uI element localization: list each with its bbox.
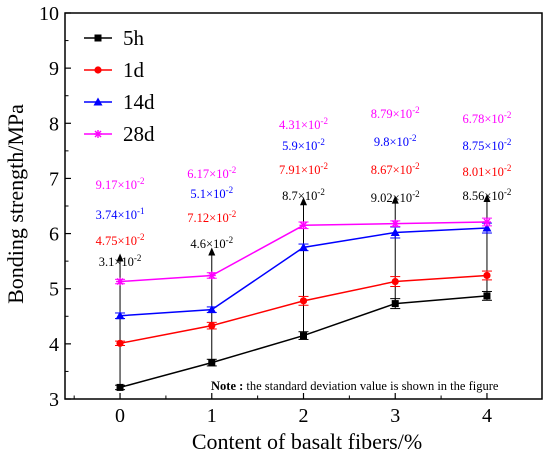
legend-marker-14d (93, 97, 103, 106)
std-dev-label: 5.1×10-2 (190, 185, 233, 201)
data-point-14d (115, 311, 125, 320)
data-point-5h (116, 383, 124, 391)
data-point-1d (483, 271, 491, 280)
annotation-arrow-head (300, 197, 307, 206)
y-tick-label: 4 (49, 334, 59, 356)
data-point-28d (482, 217, 491, 226)
std-dev-label: 9.8×10-2 (374, 133, 417, 149)
data-point-28d (299, 221, 308, 230)
std-dev-label: 6.17×10-2 (187, 165, 236, 181)
y-tick-label: 5 (49, 279, 59, 301)
legend-marker-1d (94, 66, 102, 74)
std-dev-label: 8.67×10-2 (371, 161, 420, 177)
std-dev-label: 4.6×10-2 (190, 235, 233, 251)
data-point-14d (390, 227, 400, 236)
x-tick-label: 1 (207, 405, 217, 427)
annotation-arrow-head (483, 193, 491, 202)
data-point-5h (300, 332, 307, 340)
std-dev-label: 3.1×10-2 (99, 253, 142, 269)
data-point-28d (207, 271, 216, 280)
y-tick-label: 3 (49, 389, 59, 411)
data-point-14d (207, 305, 217, 314)
data-point-28d (116, 277, 125, 286)
data-point-1d (208, 322, 216, 330)
std-dev-label: 9.17×10-2 (96, 176, 145, 192)
y-tick-label: 6 (49, 224, 59, 246)
std-dev-label: 7.91×10-2 (279, 161, 328, 177)
std-dev-label: 9.02×10-2 (371, 189, 420, 205)
legend-marker-28d (94, 130, 102, 138)
std-dev-annotations: 9.17×10-2 3.74×10-1 4.75×10-2 3.1×10-2 6.17×… (96, 105, 512, 269)
x-tick-label: 3 (390, 405, 400, 427)
axes: 3 4 5 6 7 8 9 10 0 1 2 3 4 (39, 3, 492, 427)
legend-label-28d: 28d (123, 122, 155, 146)
data-point-1d (299, 297, 308, 305)
x-tick-label: 2 (299, 405, 309, 427)
annotation-arrow-head (116, 253, 124, 262)
data-point-14d (482, 223, 492, 232)
x-tick-label: 4 (482, 405, 492, 427)
y-tick-label: 7 (49, 168, 59, 190)
std-dev-label: 3.74×10-1 (96, 206, 145, 222)
legend-label-5h: 5h (123, 26, 145, 50)
std-dev-label: 7.12×10-2 (187, 209, 236, 225)
chart-marks (115, 193, 492, 391)
annotation-arrow-head (391, 195, 399, 204)
legend-marker-5h (94, 34, 102, 42)
x-tick-label: 0 (115, 405, 125, 427)
data-point-1d (391, 277, 399, 286)
data-point-5h (208, 359, 216, 367)
std-dev-label: 8.75×10-2 (462, 137, 511, 153)
y-axis-label: Bonding strength/MPa (3, 104, 28, 304)
legend-label-1d: 1d (123, 58, 145, 82)
y-tick-label: 9 (49, 58, 59, 80)
std-dev-label: 5.9×10-2 (282, 137, 325, 153)
annotation-arrow-head (208, 247, 216, 256)
data-point-1d (116, 339, 124, 347)
std-dev-label: 8.01×10-2 (462, 163, 511, 179)
std-dev-label: 6.78×10-2 (462, 110, 511, 126)
std-dev-label: 8.79×10-2 (371, 105, 420, 121)
std-dev-label: 4.31×10-2 (279, 116, 328, 132)
legend: 5h 1d 14d 28d (84, 26, 155, 146)
y-tick-label: 10 (39, 3, 59, 25)
std-dev-label: 4.75×10-2 (96, 232, 145, 248)
y-tick-label: 8 (49, 113, 59, 135)
std-dev-label: 8.56×10-2 (462, 187, 511, 203)
std-dev-label: 8.7×10-2 (282, 187, 325, 203)
data-point-5h (483, 292, 491, 300)
data-point-14d (299, 242, 308, 251)
data-point-5h (391, 300, 399, 308)
x-axis-label: Content of basalt fibers/% (192, 429, 422, 454)
note-text: Note : the standard deviation value is s… (211, 379, 499, 393)
data-point-28d (391, 219, 400, 228)
legend-label-14d: 14d (123, 90, 155, 114)
